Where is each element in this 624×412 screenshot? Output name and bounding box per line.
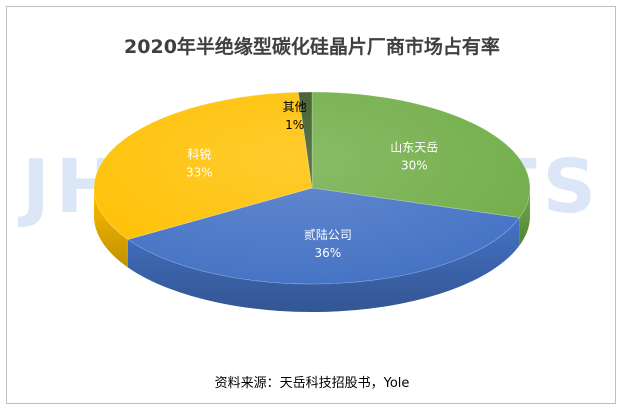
pie-labels: 山东天岳 30% 贰陆公司 36% 科锐 33% 其他 1% xyxy=(186,100,438,260)
pie-side-shade-1 xyxy=(127,217,520,313)
pie-tops xyxy=(93,91,531,285)
slice-name-label-2: 科锐 xyxy=(187,148,211,162)
slice-value-label-1: 36% xyxy=(315,246,342,260)
slice-name-label-0: 山东天岳 xyxy=(390,140,438,154)
slice-value-label-3: 1% xyxy=(285,118,304,132)
slice-name-label-3: 其他 xyxy=(283,100,307,114)
slice-value-label-0: 30% xyxy=(401,158,428,172)
source-note: 资料来源：天岳科技招股书，Yole xyxy=(214,376,410,391)
chart-title: 2020年半绝缘型碳化硅晶片厂商市场占有率 xyxy=(124,36,500,58)
slice-name-label-1: 贰陆公司 xyxy=(304,227,352,242)
slice-value-label-2: 33% xyxy=(186,166,213,180)
